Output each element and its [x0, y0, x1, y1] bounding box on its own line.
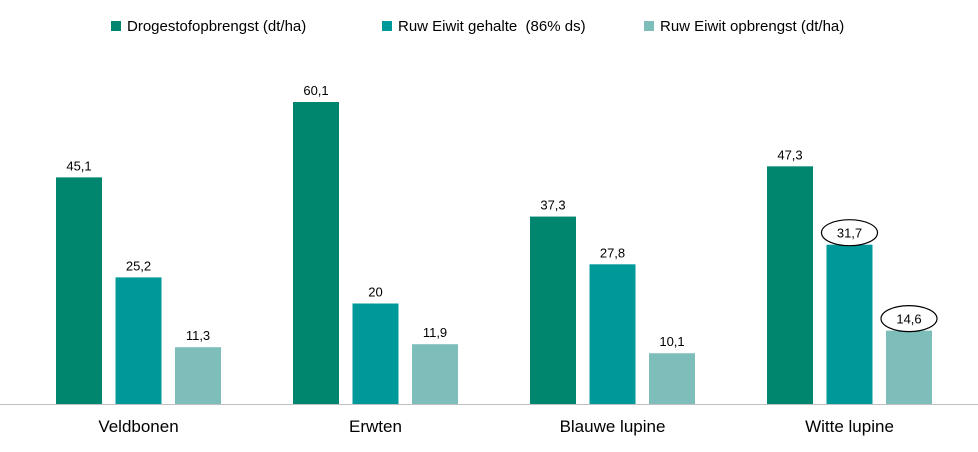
data-label: 60,1 [303, 83, 328, 98]
legend-label: Drogestofopbrengst (dt/ha) [127, 17, 307, 35]
bar [826, 244, 873, 404]
data-label: 10,1 [659, 334, 684, 349]
legend-item-drogestofopbrengst: Drogestofopbrengst (dt/ha) [111, 14, 306, 38]
legend-item-ruw-eiwit-gehalte: Ruw Eiwit gehalte (86% ds) [382, 14, 586, 38]
data-label: 27,8 [600, 245, 625, 260]
highlight-ellipse [820, 219, 879, 247]
bar [56, 177, 102, 404]
bar [589, 264, 636, 404]
data-label: 20 [368, 285, 382, 300]
bar [115, 277, 162, 404]
data-label: 14,6 [896, 312, 921, 327]
category-label: Blauwe lupine [560, 417, 666, 436]
data-label: 47,3 [777, 147, 802, 162]
bar [293, 102, 339, 404]
bar [886, 330, 932, 404]
legend-item-ruw-eiwit-opbrengst: Ruw Eiwit opbrengst (dt/ha) [644, 14, 844, 38]
bar [175, 347, 221, 404]
bar [412, 344, 458, 404]
category-label: Erwten [349, 417, 402, 436]
data-label: 11,3 [186, 328, 210, 343]
bar [352, 303, 399, 404]
legend-label: Ruw Eiwit opbrengst (dt/ha) [660, 17, 845, 35]
bar [530, 216, 576, 404]
legend-swatch [644, 21, 654, 31]
legend-swatch [111, 21, 121, 31]
data-label: 37,3 [540, 198, 565, 213]
legend-label: Ruw Eiwit gehalte (86% ds) [398, 17, 586, 35]
data-label: 45,1 [66, 158, 91, 173]
category-label: Veldbonen [98, 417, 178, 436]
legend-swatch [382, 21, 392, 31]
legend: Drogestofopbrengst (dt/ha) Ruw Eiwit geh… [0, 14, 978, 38]
highlight-ellipse [880, 305, 938, 333]
data-label: 25,2 [126, 258, 151, 273]
bar [649, 353, 695, 404]
category-label: Witte lupine [805, 417, 894, 436]
data-label: 31,7 [837, 226, 862, 241]
bar [767, 166, 813, 404]
data-label: 11,9 [423, 325, 447, 340]
